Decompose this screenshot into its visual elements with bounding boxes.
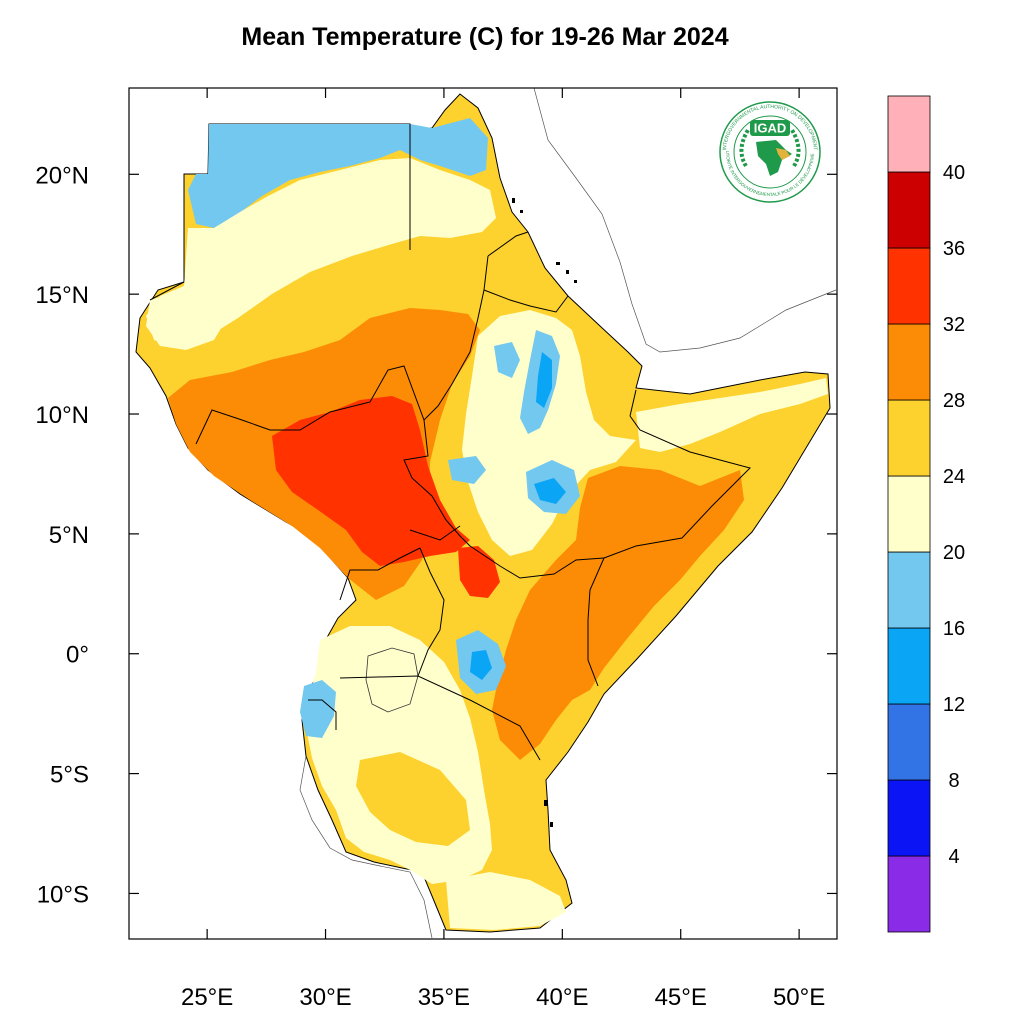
zone-16-20-simien [494, 342, 520, 378]
lake-victoria [365, 647, 419, 713]
colorbar-bin [887, 627, 931, 705]
colorbar-bin [887, 475, 931, 553]
zone-12-16-ethiopia [536, 352, 552, 408]
colorbar-bin [887, 323, 931, 401]
laurel-left-icon [739, 128, 750, 168]
logo-banner [750, 120, 790, 136]
colorbar-bin [887, 247, 931, 325]
lon-tick-label: 30°E [299, 984, 351, 1011]
igad-logo: IGAD INTERGOVERNMENTAL AUTHORITY ON DEVE… [719, 101, 821, 203]
country-borders [149, 124, 751, 761]
colorbar-bin [887, 779, 931, 857]
colorbar-label: 32 [943, 314, 965, 336]
red-sea-islands [512, 198, 577, 827]
africa-map-icon [756, 140, 792, 176]
zone-28-32-somalia [492, 466, 744, 760]
colorbar-label: 40 [943, 162, 965, 184]
longitude-axis: 25°E 30°E 35°E 40°E 45°E 50°E [181, 88, 825, 1011]
zone-20-24-darfur [146, 290, 226, 350]
latitude-axis: 20°N 15°N 10°N 5°N 0° 5°S 10°S [35, 162, 837, 908]
zone-16-20-north [188, 118, 488, 228]
zone-20-24-tanzania-tip [446, 872, 566, 930]
logo-text: IGAD [754, 121, 787, 136]
lon-tick-label: 35°E [418, 984, 470, 1011]
map-frame [128, 87, 838, 940]
lat-tick-label: 5°S [50, 762, 89, 789]
colorbar-label: 16 [943, 618, 965, 640]
colorbar-bin [887, 855, 931, 933]
lon-tick-label: 50°E [773, 984, 825, 1011]
colorbar-label: 24 [943, 466, 965, 488]
lon-tick-label: 40°E [536, 984, 588, 1011]
colorbar-label: 4 [948, 846, 959, 868]
lat-tick-label: 10°N [35, 402, 89, 429]
zone-24-28-tanzania-south [356, 752, 470, 846]
zone-16-20-lake-west [300, 680, 336, 738]
colorbar-label: 20 [943, 542, 965, 564]
colorbar-label: 8 [948, 770, 959, 792]
lon-tick-label: 45°E [655, 984, 707, 1011]
horn-highlight-icon [776, 148, 790, 160]
lat-tick-label: 20°N [35, 162, 89, 189]
zone-12-16-bale [534, 478, 566, 504]
lon-tick-label: 25°E [181, 984, 233, 1011]
laurel-right-icon [790, 128, 801, 168]
colorbar-label: 36 [943, 238, 965, 260]
map-title: Mean Temperature (C) for 19-26 Mar 2024 [241, 23, 728, 51]
zone-20-24-gulf-coast [636, 378, 828, 452]
zone-20-24-north [146, 158, 496, 348]
outside-coastlines [299, 88, 837, 939]
zone-16-20-west-eth [448, 456, 486, 484]
colorbar-bin [887, 95, 931, 173]
colorbar-bin [887, 703, 931, 781]
colorbar-bin [887, 171, 931, 249]
lat-tick-label: 15°N [35, 282, 89, 309]
colorbar-bin [887, 551, 931, 629]
lat-tick-label: 5°N [49, 522, 89, 549]
lat-tick-label: 10°S [37, 881, 89, 908]
zone-12-16-kenya [470, 650, 492, 680]
colorbar-bin [887, 399, 931, 477]
colorbar-label: 12 [943, 694, 965, 716]
zone-32-36-south-sudan [272, 396, 470, 566]
temperature-map: 25°E 30°E 35°E 40°E 45°E 50°E 20°N 15°N 10°N 5°N… [35, 87, 838, 1011]
colorbar-label: 28 [943, 390, 965, 412]
colorbar: 4 8 12 16 20 24 28 32 36 40 [887, 95, 965, 933]
lat-tick-label: 0° [66, 642, 89, 669]
